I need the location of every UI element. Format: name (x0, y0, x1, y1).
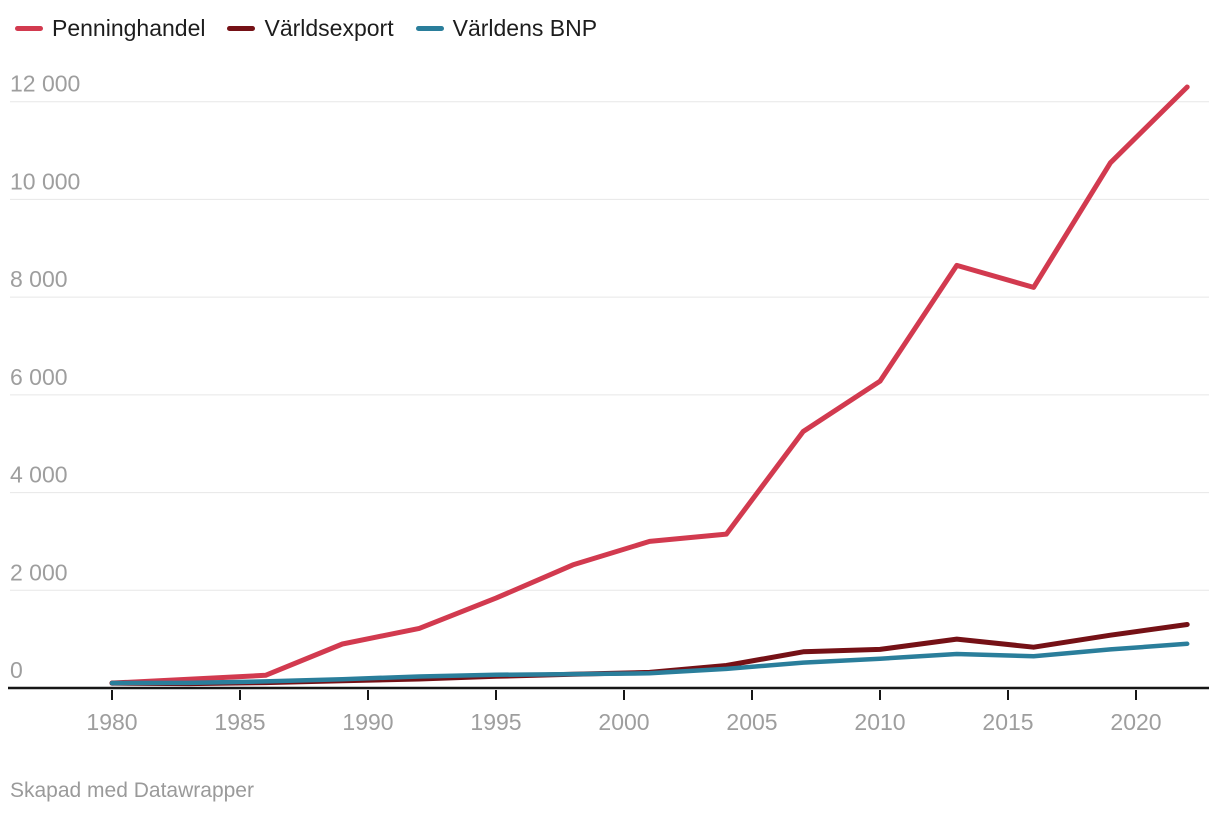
attribution-text: Skapad med Datawrapper (10, 779, 254, 802)
series-line-v-rldens-bnp (109, 641, 1190, 686)
legend-item-penninghandel: Penninghandel (15, 17, 205, 40)
legend-label-varldsexport: Världsexport (264, 15, 394, 41)
y-tick-label: 8 000 (10, 266, 68, 292)
y-tick-label: 0 (10, 657, 23, 683)
legend-swatch-penninghandel (15, 26, 43, 31)
x-tick-label: 2005 (726, 709, 777, 735)
legend-swatch-varldsexport (227, 26, 256, 31)
x-tick-label: 1995 (470, 709, 521, 735)
series-line-penninghandel (109, 84, 1190, 686)
line-chart: 0 2 000 4 000 6 000 8 000 10 000 12 000 1980 198… (8, 71, 1209, 735)
legend-label-penninghandel: Penninghandel (52, 15, 206, 41)
y-tick-label: 12 000 (10, 71, 80, 97)
x-tick-label: 2000 (598, 709, 649, 735)
x-tick-label: 2015 (982, 709, 1033, 735)
y-tick-label: 10 000 (10, 168, 80, 194)
x-tick-label: 2010 (854, 709, 905, 735)
y-tick-label: 2 000 (10, 559, 68, 585)
legend-item-varldens-bnp: Världens BNP (415, 15, 598, 41)
legend-swatch-varldens-bnp (415, 26, 444, 31)
y-tick-label: 6 000 (10, 364, 68, 390)
legend-label-varldens-bnp: Världens BNP (452, 15, 598, 41)
x-tick-label: 1980 (86, 709, 137, 735)
y-tick-label: 4 000 (10, 462, 68, 488)
x-tick-label: 2020 (1110, 709, 1161, 735)
chart-legend: Penninghandel Världsexport Världens BNP (15, 17, 597, 40)
legend-item-varldsexport: Världsexport (227, 15, 394, 41)
x-tick-label: 1990 (342, 709, 393, 735)
x-tick-label: 1985 (214, 709, 265, 735)
